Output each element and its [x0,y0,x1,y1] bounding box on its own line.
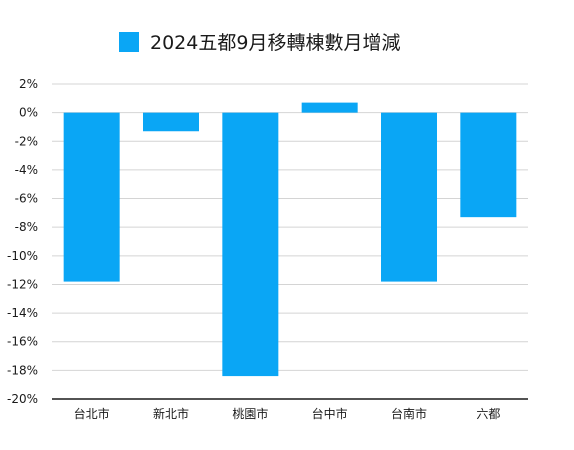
x-category-label: 新北市 [153,406,189,421]
y-tick-label: 2% [19,77,38,91]
x-category-label: 台南市 [391,406,427,421]
x-category-label: 六都 [476,407,500,421]
y-tick-label: -10% [7,249,38,263]
y-tick-label: -8% [15,220,38,234]
bar-5 [381,112,437,282]
gridlines [52,83,528,371]
y-tick-label: -12% [7,277,38,291]
y-tick-label: -20% [7,392,38,406]
bar-4 [301,102,358,113]
y-tick-label: -14% [7,306,38,320]
bar-1 [63,112,120,282]
legend-label: 2024五都9月移轉棟數月增減 [150,32,400,54]
bar-2 [143,112,199,132]
y-tick-label: 0% [19,106,38,120]
y-axis-ticks: 2% 0% -2% -4% -6% -8% -10% -12% -14% -16% -18% -20% [7,77,38,406]
y-tick-label: -16% [7,335,38,349]
y-tick-label: -18% [7,363,38,377]
legend: 2024五都9月移轉棟數月增減 [119,32,400,54]
x-category-label: 台中市 [312,406,348,421]
y-tick-label: -4% [15,163,38,177]
x-category-label: 台北市 [74,406,110,421]
legend-swatch [119,32,139,52]
bar-6 [460,112,517,218]
y-tick-label: -2% [15,134,38,148]
bar-3 [222,112,279,377]
x-category-label: 桃園市 [232,406,268,421]
bars [63,102,517,377]
y-tick-label: -6% [15,192,38,206]
x-axis-categories: 台北市 新北市 桃園市 台中市 台南市 六都 [74,406,501,421]
